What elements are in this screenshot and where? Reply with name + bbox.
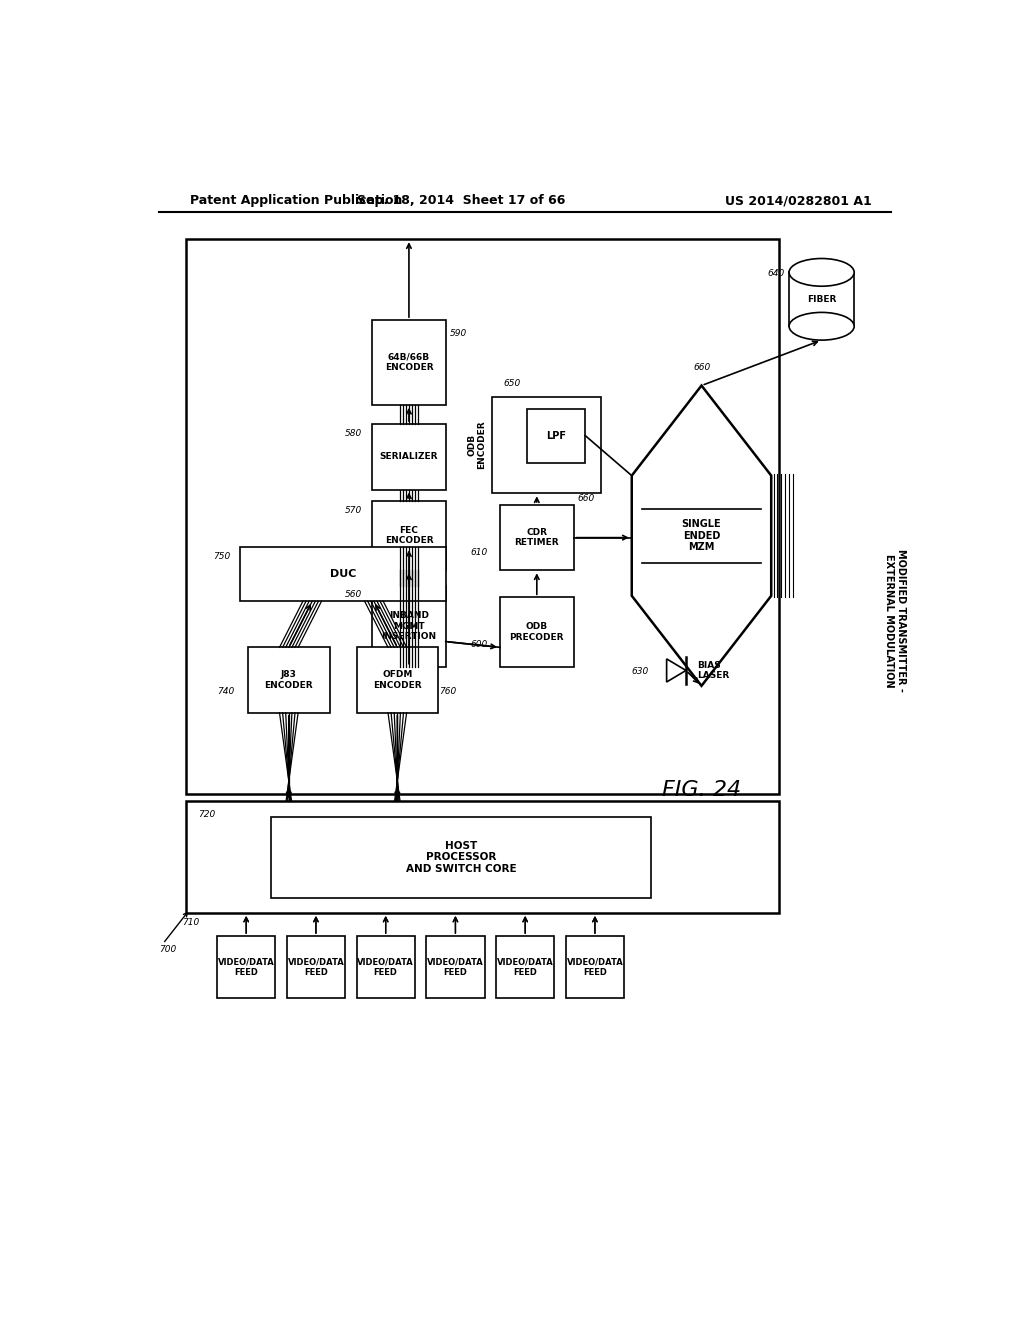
Text: CDR
RETIMER: CDR RETIMER bbox=[514, 528, 559, 548]
Text: 710: 710 bbox=[182, 917, 200, 927]
Text: US 2014/0282801 A1: US 2014/0282801 A1 bbox=[725, 194, 872, 207]
Text: FIBER: FIBER bbox=[807, 294, 837, 304]
Text: 630: 630 bbox=[632, 668, 649, 676]
Text: 650: 650 bbox=[504, 379, 521, 388]
Text: 560: 560 bbox=[345, 590, 362, 599]
Text: 740: 740 bbox=[217, 686, 234, 696]
Text: J83
ENCODER: J83 ENCODER bbox=[264, 671, 313, 690]
Text: Patent Application Publication: Patent Application Publication bbox=[190, 194, 402, 207]
Bar bbox=[287, 936, 345, 998]
Text: VIDEO/DATA
FEED: VIDEO/DATA FEED bbox=[497, 957, 554, 977]
Bar bbox=[217, 936, 275, 998]
Bar bbox=[372, 502, 445, 570]
Text: LPF: LPF bbox=[546, 430, 566, 441]
Text: VIDEO/DATA
FEED: VIDEO/DATA FEED bbox=[566, 957, 624, 977]
Text: ODB
ENCODER: ODB ENCODER bbox=[467, 421, 486, 469]
Text: 600: 600 bbox=[471, 640, 487, 649]
Text: FIG. 24: FIG. 24 bbox=[662, 780, 741, 800]
Text: 610: 610 bbox=[471, 548, 487, 557]
Text: Sep. 18, 2014  Sheet 17 of 66: Sep. 18, 2014 Sheet 17 of 66 bbox=[357, 194, 565, 207]
Text: 660: 660 bbox=[693, 363, 711, 372]
Text: VIDEO/DATA
FEED: VIDEO/DATA FEED bbox=[427, 957, 483, 977]
Ellipse shape bbox=[790, 313, 854, 341]
Text: 590: 590 bbox=[450, 329, 467, 338]
Text: INBAND
MGMT
INSERTION: INBAND MGMT INSERTION bbox=[381, 611, 436, 642]
Bar bbox=[527, 409, 586, 462]
Text: BIAS
LASER: BIAS LASER bbox=[697, 661, 730, 680]
Text: 660: 660 bbox=[578, 494, 595, 503]
Bar bbox=[566, 936, 624, 998]
Bar bbox=[241, 548, 445, 601]
Text: FEC
ENCODER: FEC ENCODER bbox=[385, 525, 433, 545]
Ellipse shape bbox=[790, 259, 854, 286]
Bar bbox=[186, 801, 779, 913]
Polygon shape bbox=[667, 659, 686, 682]
Text: SERIALIZER: SERIALIZER bbox=[380, 453, 438, 461]
Bar bbox=[271, 817, 651, 898]
Bar bbox=[500, 506, 573, 570]
Text: 580: 580 bbox=[345, 429, 362, 438]
Text: OFDM
ENCODER: OFDM ENCODER bbox=[373, 671, 422, 690]
Text: 64B/66B
ENCODER: 64B/66B ENCODER bbox=[385, 352, 433, 372]
Text: 760: 760 bbox=[439, 686, 457, 696]
Text: 700: 700 bbox=[159, 945, 176, 953]
Bar bbox=[372, 424, 445, 490]
Bar bbox=[372, 321, 445, 405]
Text: 720: 720 bbox=[198, 809, 215, 818]
Bar bbox=[356, 647, 438, 713]
Bar bbox=[790, 272, 854, 326]
Text: 640: 640 bbox=[767, 269, 784, 279]
Text: SINGLE
ENDED
MZM: SINGLE ENDED MZM bbox=[682, 519, 721, 552]
Text: VIDEO/DATA
FEED: VIDEO/DATA FEED bbox=[218, 957, 274, 977]
Text: ODB
PRECODER: ODB PRECODER bbox=[510, 622, 564, 642]
Bar bbox=[496, 936, 554, 998]
Polygon shape bbox=[632, 385, 771, 686]
Bar bbox=[372, 586, 445, 667]
Text: HOST
PROCESSOR
AND SWITCH CORE: HOST PROCESSOR AND SWITCH CORE bbox=[406, 841, 516, 874]
Bar bbox=[426, 936, 484, 998]
Text: 750: 750 bbox=[213, 552, 230, 561]
Text: 570: 570 bbox=[345, 506, 362, 515]
Text: DUC: DUC bbox=[330, 569, 356, 579]
Text: VIDEO/DATA
FEED: VIDEO/DATA FEED bbox=[357, 957, 414, 977]
Bar bbox=[356, 936, 415, 998]
Text: VIDEO/DATA
FEED: VIDEO/DATA FEED bbox=[288, 957, 344, 977]
Text: MODIFIED TRANSMITTER -
EXTERNAL MODULATION: MODIFIED TRANSMITTER - EXTERNAL MODULATI… bbox=[885, 549, 906, 692]
Bar bbox=[500, 597, 573, 667]
Bar bbox=[186, 239, 779, 793]
Bar bbox=[248, 647, 330, 713]
Bar bbox=[493, 397, 601, 494]
